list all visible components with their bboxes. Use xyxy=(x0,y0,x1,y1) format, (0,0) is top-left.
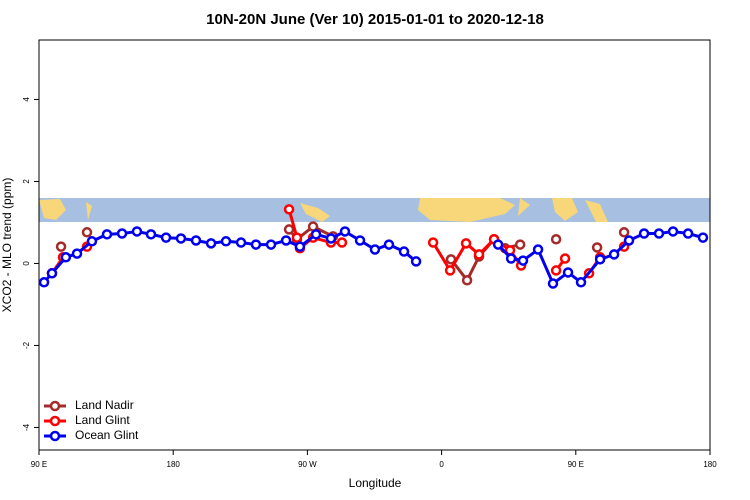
y-tick-label: 0 xyxy=(22,261,31,266)
data-point xyxy=(265,239,277,250)
data-point xyxy=(283,204,295,215)
data-point xyxy=(594,254,606,265)
legend-marker xyxy=(49,400,61,412)
data-point xyxy=(131,226,143,237)
data-point xyxy=(205,238,217,249)
data-point xyxy=(559,253,571,264)
data-point xyxy=(505,253,517,264)
data-point xyxy=(444,265,456,276)
data-point xyxy=(473,249,485,260)
data-point xyxy=(250,239,262,250)
data-point xyxy=(71,248,83,259)
data-point xyxy=(336,237,348,248)
chart-title: 10N-20N June (Ver 10) 2015-01-01 to 2020… xyxy=(206,11,544,28)
data-point xyxy=(220,236,232,247)
data-point xyxy=(145,229,157,240)
data-point xyxy=(591,242,603,253)
data-point xyxy=(550,234,562,245)
data-point xyxy=(101,229,113,240)
legend-label: Land Nadir xyxy=(75,398,134,412)
data-point xyxy=(410,256,422,267)
data-point xyxy=(354,235,366,246)
data-point xyxy=(280,235,292,246)
data-point xyxy=(427,237,439,248)
data-point xyxy=(697,232,709,243)
x-tick-label: 90 W xyxy=(298,460,317,469)
data-point xyxy=(682,228,694,239)
data-point xyxy=(398,246,410,257)
x-tick-label: 180 xyxy=(167,460,181,469)
data-point xyxy=(160,232,172,243)
data-point xyxy=(492,239,504,250)
data-point xyxy=(291,232,303,243)
legend-label: Ocean Glint xyxy=(75,428,139,442)
data-point xyxy=(283,224,295,235)
data-point xyxy=(116,228,128,239)
data-point xyxy=(86,236,98,247)
data-point xyxy=(667,226,679,237)
data-point xyxy=(294,241,306,252)
data-point xyxy=(46,268,58,279)
legend-marker xyxy=(49,430,61,442)
y-tick-label: 2 xyxy=(22,179,31,184)
y-tick-label: 4 xyxy=(22,97,31,102)
data-point xyxy=(325,233,337,244)
y-tick-label: -2 xyxy=(22,341,31,349)
x-tick-label: 90 E xyxy=(31,460,47,469)
plot-frame xyxy=(38,39,711,451)
data-point xyxy=(514,239,526,250)
data-point xyxy=(618,227,630,238)
x-tick-label: 0 xyxy=(439,460,444,469)
data-point xyxy=(547,278,559,289)
data-point xyxy=(383,239,395,250)
x-axis-label: Longitude xyxy=(349,476,402,490)
data-point xyxy=(339,226,351,237)
data-point xyxy=(369,244,381,255)
y-tick-label: -4 xyxy=(22,423,31,431)
data-point xyxy=(55,241,67,252)
data-point xyxy=(623,235,635,246)
data-point xyxy=(532,244,544,255)
data-point xyxy=(562,267,574,278)
data-point xyxy=(81,227,93,238)
data-point xyxy=(653,228,665,239)
data-point xyxy=(60,252,72,263)
x-tick-label: 90 E xyxy=(568,460,584,469)
y-axis-label: XCO2 - MLO trend (ppm) xyxy=(0,178,14,313)
data-point xyxy=(461,275,473,286)
data-point xyxy=(175,233,187,244)
data-point xyxy=(190,235,202,246)
data-point xyxy=(460,238,472,249)
legend-label: Land Glint xyxy=(75,413,130,427)
data-point xyxy=(517,255,529,266)
data-point xyxy=(550,265,562,276)
map-strip xyxy=(39,198,710,222)
data-point xyxy=(575,277,587,288)
data-point xyxy=(38,277,50,288)
data-point xyxy=(608,249,620,260)
data-point xyxy=(235,237,247,248)
data-point xyxy=(310,229,322,240)
legend-marker xyxy=(49,415,61,427)
x-tick-label: 180 xyxy=(703,460,717,469)
data-point xyxy=(638,228,650,239)
